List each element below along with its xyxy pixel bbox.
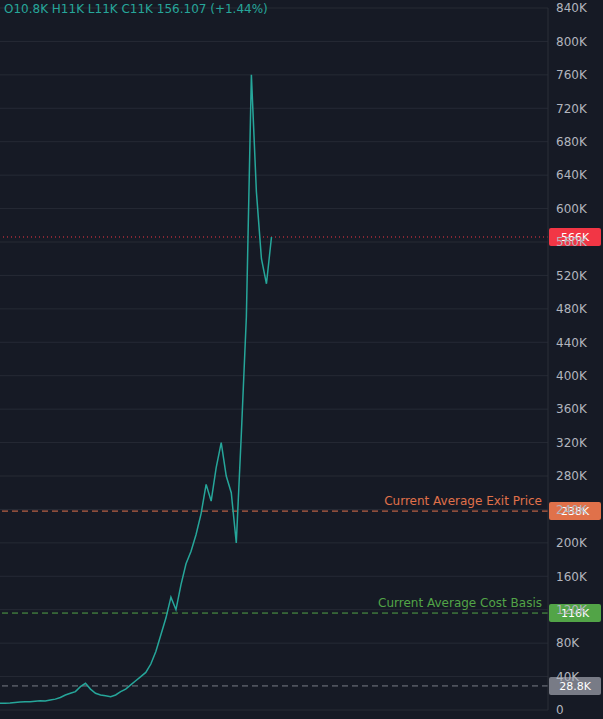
svg-text:400K: 400K (556, 369, 588, 383)
svg-text:40K: 40K (556, 670, 580, 684)
svg-text:80K: 80K (556, 636, 580, 650)
svg-text:440K: 440K (556, 336, 588, 350)
svg-text:Current Average Exit Price: Current Average Exit Price (384, 494, 542, 508)
svg-text:840K: 840K (556, 1, 588, 15)
svg-text:640K: 640K (556, 168, 588, 182)
svg-text:520K: 520K (556, 269, 588, 283)
svg-text:120K: 120K (556, 603, 588, 617)
svg-text:480K: 480K (556, 302, 588, 316)
svg-text:600K: 600K (556, 202, 588, 216)
svg-text:160K: 160K (556, 570, 588, 584)
svg-text:560K: 560K (556, 235, 588, 249)
svg-text:800K: 800K (556, 35, 588, 49)
svg-text:680K: 680K (556, 135, 588, 149)
svg-text:360K: 360K (556, 402, 588, 416)
svg-text:320K: 320K (556, 436, 588, 450)
svg-text:0: 0 (556, 703, 564, 717)
svg-text:28.8K: 28.8K (559, 679, 591, 693)
svg-text:Current Average Cost Basis: Current Average Cost Basis (378, 596, 542, 610)
svg-text:720K: 720K (556, 102, 588, 116)
svg-text:760K: 760K (556, 68, 588, 82)
svg-text:200K: 200K (556, 536, 588, 550)
svg-text:280K: 280K (556, 469, 588, 483)
svg-text:240K: 240K (556, 503, 588, 517)
html-text:O10.8K H11K L11K C11K 156.107: O10.8K H11K L11K C11K 156.107 (+1.44%) (4, 2, 268, 16)
